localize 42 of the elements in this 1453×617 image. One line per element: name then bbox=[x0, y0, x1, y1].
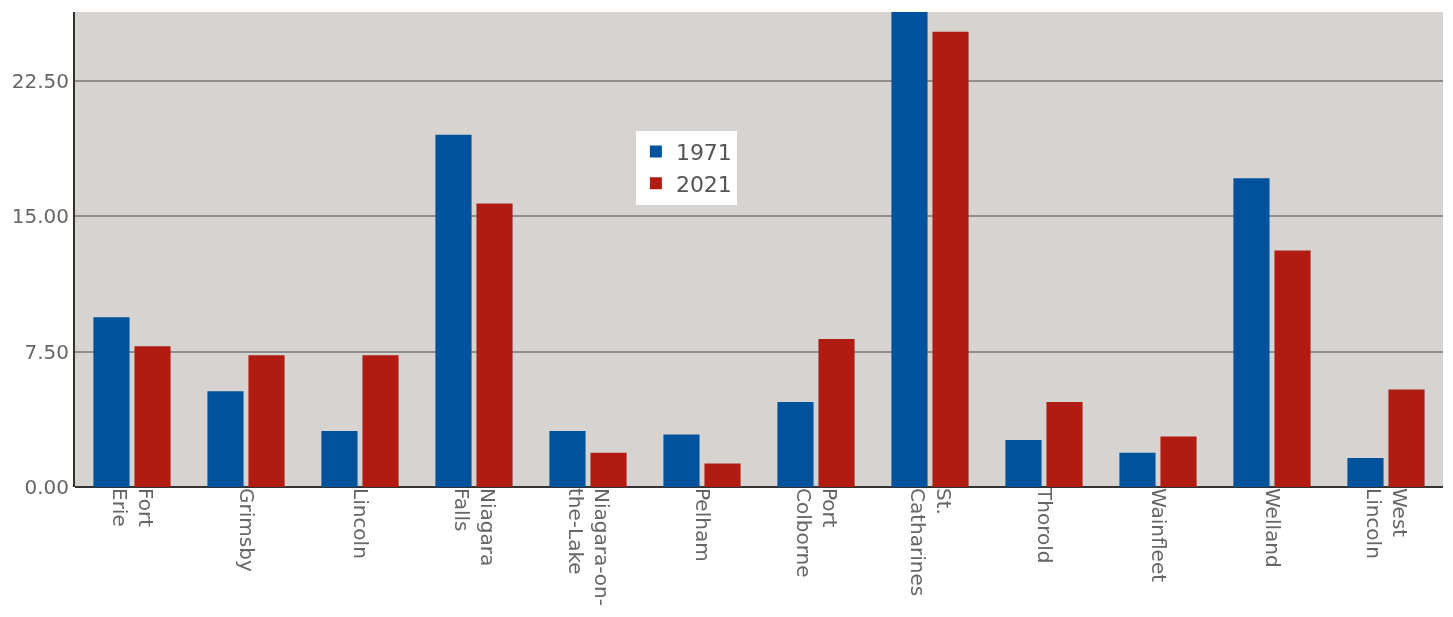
bar bbox=[1046, 402, 1083, 487]
y-tick-label: 0.00 bbox=[24, 475, 69, 499]
x-tick-label: Welland bbox=[1260, 488, 1285, 568]
x-tick-label: St. Catharines bbox=[905, 488, 956, 597]
legend-label: 1971 bbox=[675, 140, 732, 166]
bar bbox=[891, 12, 928, 487]
x-tick-label: Grimsby bbox=[234, 488, 259, 572]
bar bbox=[248, 355, 285, 487]
legend-label: 2021 bbox=[675, 171, 732, 197]
bar bbox=[1347, 458, 1384, 487]
bar bbox=[435, 134, 472, 487]
x-tick-label: Niagara Falls bbox=[449, 488, 500, 567]
bar bbox=[704, 463, 741, 487]
bar bbox=[1160, 436, 1197, 487]
bar bbox=[321, 431, 358, 487]
bar bbox=[932, 31, 969, 487]
bar bbox=[1388, 389, 1425, 487]
y-tick-label: 15.00 bbox=[11, 204, 69, 229]
x-tick-label: Thorold bbox=[1032, 487, 1057, 564]
bar bbox=[663, 434, 700, 487]
bar bbox=[362, 355, 399, 487]
bar bbox=[476, 203, 513, 487]
bar bbox=[1274, 250, 1311, 487]
bar bbox=[590, 452, 627, 487]
x-tick-label: Lincoln bbox=[348, 488, 373, 559]
x-tick-label: Wainfleet bbox=[1146, 488, 1171, 583]
x-tick-label: Fort Erie bbox=[107, 488, 158, 528]
bar bbox=[1119, 452, 1156, 487]
y-tick-label: 22.50 bbox=[11, 68, 69, 93]
bar bbox=[93, 317, 130, 487]
x-tick-label: Niagara-on-the-Lake bbox=[563, 488, 614, 606]
bar bbox=[134, 346, 171, 487]
bar bbox=[549, 431, 586, 487]
x-tick-label: Pelham bbox=[690, 488, 715, 562]
bar bbox=[777, 402, 814, 487]
bar bbox=[818, 338, 855, 487]
bar bbox=[1005, 440, 1042, 487]
x-tick-label: West Lincoln bbox=[1361, 488, 1412, 559]
x-tick-label: Port Colborne bbox=[791, 488, 842, 578]
bar bbox=[1233, 178, 1270, 487]
y-tick-label: 7.50 bbox=[24, 339, 69, 364]
bar bbox=[207, 391, 244, 487]
